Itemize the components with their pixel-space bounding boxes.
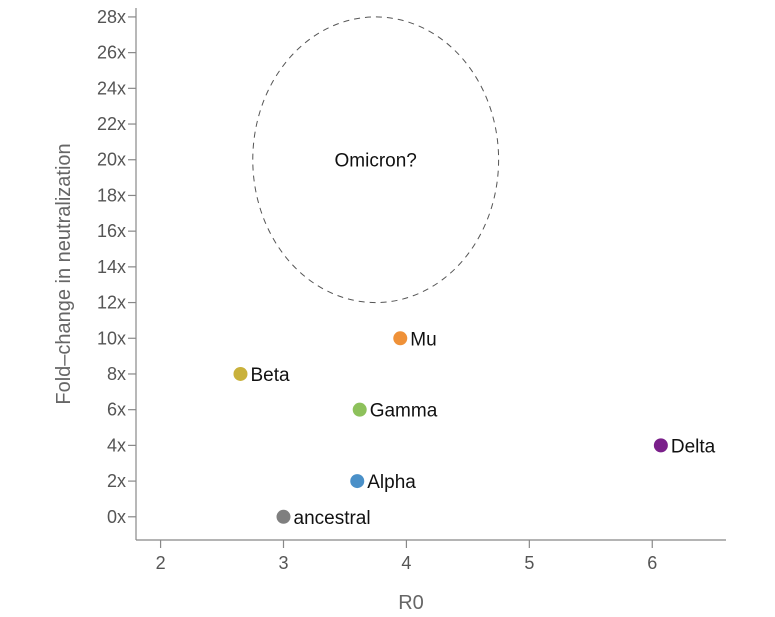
y-tick-label: 8x xyxy=(107,364,126,384)
point-ancestral xyxy=(276,509,291,524)
y-tick-label: 0x xyxy=(107,507,126,527)
x-axis-title: R0 xyxy=(398,592,424,614)
x-tick-label: 3 xyxy=(278,553,288,573)
point-label-gamma: Gamma xyxy=(370,401,438,422)
y-tick-label: 18x xyxy=(97,185,126,205)
omicron-annotation-label: Omicron? xyxy=(335,151,417,172)
y-tick-label: 28x xyxy=(97,7,126,27)
point-delta xyxy=(653,438,668,453)
annotation-layer: Omicron? xyxy=(252,16,500,304)
point-label-mu: Mu xyxy=(410,329,436,350)
point-beta xyxy=(233,366,248,381)
omicron-region-ellipse xyxy=(252,16,500,304)
x-tick-label: 4 xyxy=(401,553,411,573)
y-tick-label: 14x xyxy=(97,257,126,277)
y-tick-label: 6x xyxy=(107,400,126,420)
x-tick-label: 2 xyxy=(156,553,166,573)
y-tick-label: 12x xyxy=(97,293,126,313)
y-tick-label: 22x xyxy=(97,114,126,134)
y-tick-label: 20x xyxy=(97,150,126,170)
y-tick-label: 10x xyxy=(97,328,126,348)
data-points: ancestral Alpha Gamma Beta Mu Delta xyxy=(233,329,716,529)
y-tick-label: 2x xyxy=(107,471,126,491)
point-label-delta: Delta xyxy=(671,436,716,457)
y-axis-title: Fold–change in neutralization xyxy=(53,143,75,404)
y-tick-label: 24x xyxy=(97,78,126,98)
y-tick-label: 4x xyxy=(107,435,126,455)
y-tick-label: 16x xyxy=(97,221,126,241)
point-label-beta: Beta xyxy=(250,365,290,386)
point-mu xyxy=(393,331,408,346)
x-tick-label: 6 xyxy=(647,553,657,573)
x-tick-label: 5 xyxy=(524,553,534,573)
point-alpha xyxy=(350,474,365,489)
axes: 0x 2x 4x 6x 8x 10x 12x 14x 16x 18x 20x 22x 24x 26x 28x… xyxy=(97,7,726,573)
point-label-alpha: Alpha xyxy=(367,472,416,493)
point-gamma xyxy=(352,402,367,417)
point-label-ancestral: ancestral xyxy=(294,508,371,529)
y-tick-label: 26x xyxy=(97,43,126,63)
